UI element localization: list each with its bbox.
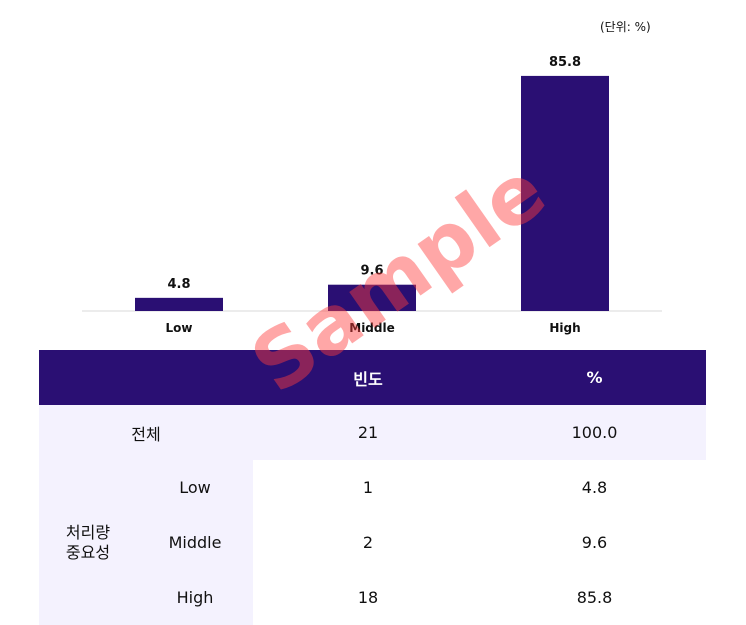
value-label-high: 85.8 <box>549 55 581 70</box>
cell-middle-freq: 2 <box>253 515 483 570</box>
value-label-middle: 9.6 <box>360 264 383 279</box>
unit-label: (단위: %) <box>600 20 651 34</box>
table-row: 처리량 중요성 Low 1 4.8 <box>39 460 706 625</box>
group-label: 처리량 중요성 <box>39 460 137 625</box>
row-label-middle: Middle <box>137 515 253 570</box>
value-label-low: 4.8 <box>167 277 190 292</box>
table-row-total: 전체 21 100.0 <box>39 405 706 460</box>
cell-total-freq: 21 <box>357 423 379 442</box>
cell-low-freq: 1 <box>253 460 483 515</box>
table-row: Middle 2 9.6 <box>39 515 706 570</box>
bar-middle <box>328 284 416 311</box>
cell-low-pct: 4.8 <box>483 460 706 515</box>
header-percent: % <box>483 350 706 405</box>
table-row: High 18 85.8 <box>39 570 706 625</box>
row-label-total: 전체 <box>131 424 161 444</box>
category-label-middle: Middle <box>349 321 395 335</box>
cell-high-freq: 18 <box>253 570 483 625</box>
bar-chart: 4.8 Low 9.6 Middle 85.8 High <box>82 55 662 335</box>
cell-high-pct: 85.8 <box>483 570 706 625</box>
cell-total-pct: 100.0 <box>571 423 618 442</box>
cell-middle-pct: 9.6 <box>483 515 706 570</box>
frequency-table: 빈도 % 전체 21 100.0 처리량 중요성 Low 1 4.8 Middl… <box>39 350 706 625</box>
header-frequency: 빈도 <box>253 350 483 405</box>
table-header-row: 빈도 % <box>39 350 706 405</box>
bars-group: 4.8 Low 9.6 Middle 85.8 High <box>135 55 609 335</box>
category-label-low: Low <box>166 321 193 335</box>
bar-high <box>521 75 609 312</box>
group-label-line1: 처리량 <box>65 522 111 542</box>
category-label-high: High <box>549 321 580 335</box>
row-label-high: High <box>137 570 253 625</box>
group-label-line2: 중요성 <box>65 542 111 562</box>
row-label-low: Low <box>137 460 253 515</box>
bar-low <box>135 297 223 311</box>
header-empty <box>39 350 253 405</box>
